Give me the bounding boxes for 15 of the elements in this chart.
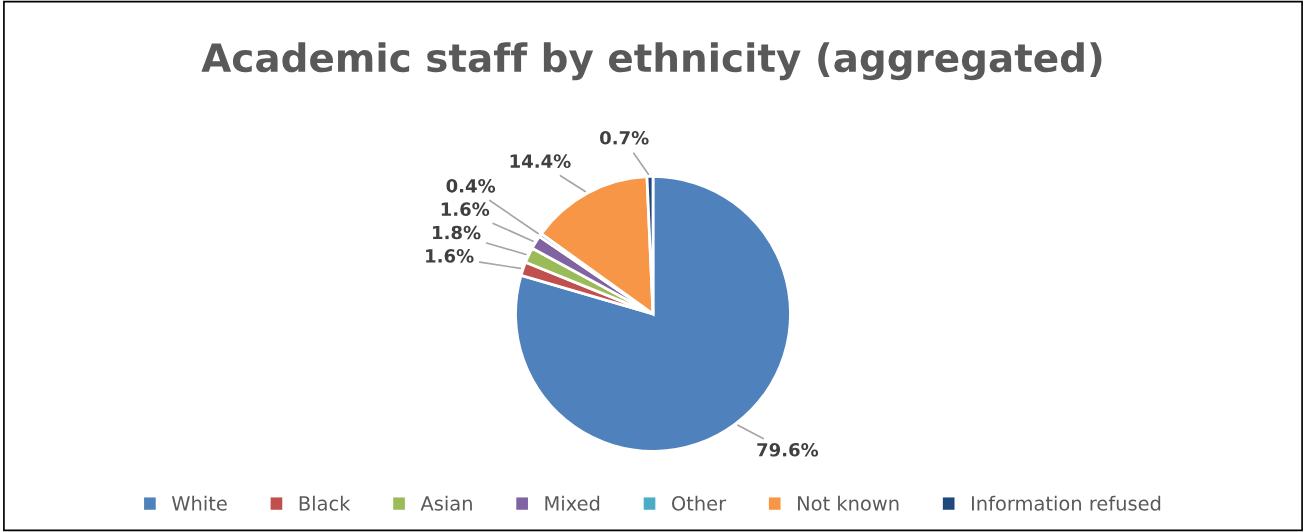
legend-label: Black (299, 495, 351, 511)
data-label: 79.6% (757, 442, 819, 457)
data-label: 1.6% (441, 202, 490, 216)
data-label: 1.8% (433, 225, 481, 240)
legend-label: Not known (798, 495, 899, 511)
legend-label: Other (671, 495, 727, 511)
data-label: 14.4% (510, 154, 571, 168)
data-label: 1.6% (426, 249, 474, 263)
chart-title: Academic staff by ethnicity (aggregated) (201, 42, 1102, 81)
legend-label: White (171, 495, 227, 511)
data-label: 0.4% (446, 178, 496, 193)
data-label: 0.7% (600, 130, 649, 145)
legend-label: Asian (420, 495, 472, 511)
legend-label: Information refused (971, 495, 1161, 511)
legend-label: Mixed (545, 495, 600, 511)
